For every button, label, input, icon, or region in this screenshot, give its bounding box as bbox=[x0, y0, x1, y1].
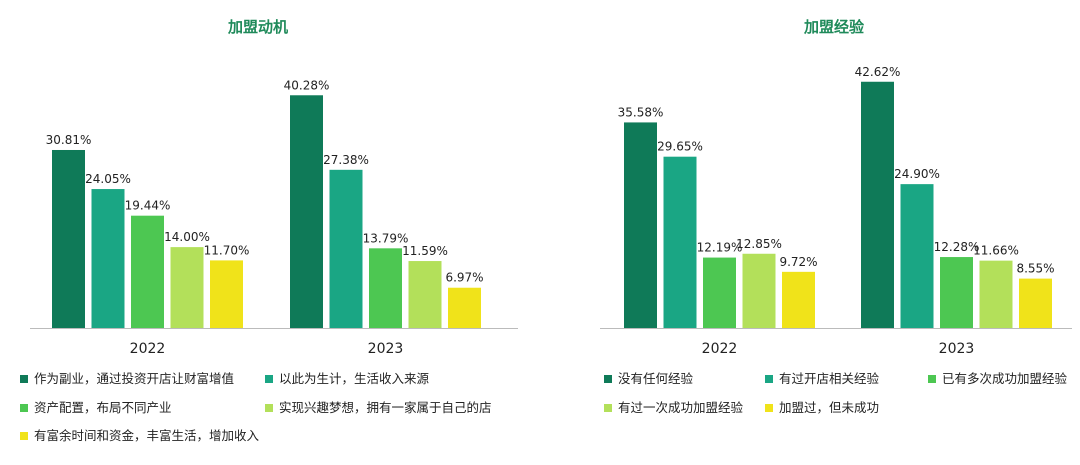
bar bbox=[131, 215, 164, 328]
legend-label: 作为副业，通过投资开店让财富增值 bbox=[34, 371, 234, 386]
legend-label: 已有多次成功加盟经验 bbox=[942, 371, 1068, 386]
legend-label: 资产配置，布局不同产业 bbox=[34, 400, 172, 415]
legend-label: 以此为生计，生活收入来源 bbox=[279, 371, 430, 386]
x-tick-label: 2023 bbox=[368, 341, 404, 357]
legend-swatch bbox=[604, 404, 612, 412]
legend-swatch bbox=[604, 375, 612, 383]
legend-label: 有富余时间和资金，丰富生活，增加收入 bbox=[34, 428, 260, 443]
data-label: 27.38% bbox=[323, 153, 369, 167]
legend-swatch bbox=[20, 404, 28, 412]
bar bbox=[979, 260, 1013, 328]
bar bbox=[290, 95, 323, 328]
bar bbox=[170, 247, 204, 328]
data-label: 12.28% bbox=[934, 240, 980, 254]
bar bbox=[940, 257, 973, 328]
bar bbox=[448, 287, 481, 328]
bar bbox=[703, 257, 736, 328]
data-label: 11.70% bbox=[204, 243, 250, 257]
bar bbox=[742, 253, 776, 328]
bar bbox=[782, 271, 815, 328]
data-label: 24.90% bbox=[894, 167, 940, 181]
data-label: 8.55% bbox=[1016, 262, 1054, 276]
legend-label: 实现兴趣梦想，拥有一家属于自己的店 bbox=[279, 400, 492, 415]
bar bbox=[91, 189, 125, 328]
legend-swatch bbox=[765, 375, 773, 383]
legend-swatch bbox=[20, 432, 28, 440]
data-label: 11.66% bbox=[973, 244, 1019, 258]
bar bbox=[408, 261, 442, 328]
bar bbox=[624, 122, 657, 328]
legend-swatch bbox=[265, 404, 273, 412]
bar bbox=[329, 169, 363, 328]
bar bbox=[663, 156, 697, 328]
data-label: 6.97% bbox=[445, 271, 483, 285]
data-label: 35.58% bbox=[618, 105, 664, 119]
data-label: 30.81% bbox=[46, 133, 92, 147]
legend-swatch bbox=[265, 375, 273, 383]
bar bbox=[861, 81, 894, 328]
bar bbox=[900, 184, 934, 328]
x-tick-label: 2022 bbox=[130, 341, 166, 357]
data-label: 12.19% bbox=[697, 241, 743, 255]
bar bbox=[369, 248, 402, 328]
legend-label: 有过开店相关经验 bbox=[779, 371, 880, 386]
x-tick-label: 2022 bbox=[702, 341, 738, 357]
legend-label: 加盟过，但未成功 bbox=[779, 400, 879, 415]
chart-2: 加盟经验 35.58% 29.65% 12.19%12.85% 9.72% 2022 42.… bbox=[600, 18, 1072, 415]
data-label: 19.44% bbox=[125, 199, 171, 213]
legend-swatch bbox=[928, 375, 936, 383]
data-label: 12.85% bbox=[736, 237, 782, 251]
data-label: 13.79% bbox=[363, 231, 409, 245]
bar bbox=[210, 260, 243, 328]
data-label: 11.59% bbox=[402, 244, 448, 258]
chart-title: 加盟动机 bbox=[227, 18, 288, 36]
data-label: 42.62% bbox=[855, 65, 901, 79]
data-label: 24.05% bbox=[85, 172, 131, 186]
data-label: 29.65% bbox=[657, 140, 703, 154]
bar bbox=[52, 149, 85, 328]
legend-label: 有过一次成功加盟经验 bbox=[618, 400, 744, 415]
legend-swatch bbox=[765, 404, 773, 412]
chart-title: 加盟经验 bbox=[803, 18, 865, 36]
legend-swatch bbox=[20, 375, 28, 383]
legend-label: 没有任何经验 bbox=[618, 371, 694, 386]
bar bbox=[1019, 278, 1052, 328]
data-label: 14.00% bbox=[164, 230, 210, 244]
chart-1: 加盟动机 30.81% 24.05% 19.44% 14.00%11.70% 2022 40… bbox=[20, 18, 518, 443]
data-label: 9.72% bbox=[779, 255, 817, 269]
x-tick-label: 2023 bbox=[939, 341, 975, 357]
data-label: 40.28% bbox=[284, 78, 330, 92]
